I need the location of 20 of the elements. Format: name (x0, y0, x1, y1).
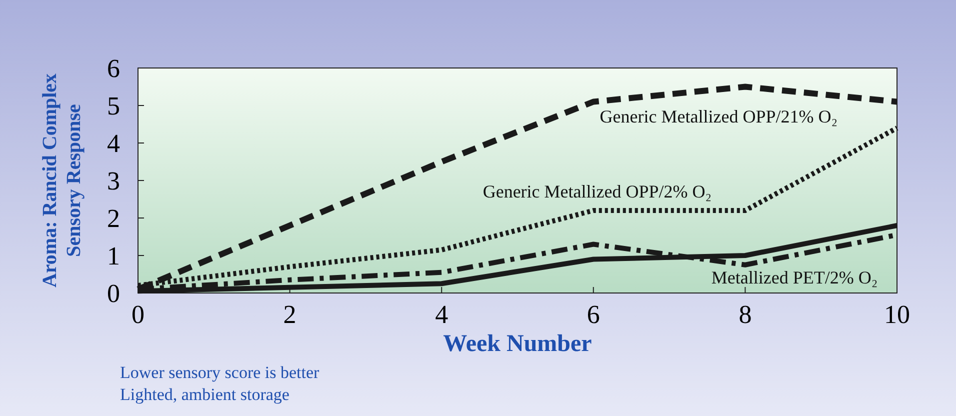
x-tick-label: 10 (884, 300, 910, 329)
y-tick-label: 3 (107, 166, 120, 196)
y-tick-label: 2 (107, 204, 120, 233)
y-tick-label: 4 (107, 129, 120, 158)
y-axis-title: Aroma: Rancid Complex Sensory Response (39, 73, 85, 288)
y-tick-label: 1 (107, 242, 120, 270)
x-tick-label: 4 (435, 300, 448, 329)
x-tick-label: 6 (586, 300, 600, 329)
y-tick-label: 0 (107, 279, 120, 308)
x-tick-label: 8 (738, 300, 752, 329)
x-tick-label: 2 (283, 300, 296, 329)
text: Lower sensory score is better (120, 363, 320, 382)
series-label: Generic Metallized OPP/21% O₂ (600, 106, 838, 126)
series-label: Metallized PET/2% O₂ (711, 268, 878, 288)
y-tick-label: 5 (107, 92, 120, 120)
series-label: Generic Metallized OPP/2% O₂ (482, 181, 712, 202)
x-tick-label: 0 (132, 300, 144, 329)
y-tick-label: 6 (107, 54, 120, 83)
x-axis-title: Week Number (443, 331, 592, 357)
text: Lighted, ambient storage (120, 385, 290, 404)
